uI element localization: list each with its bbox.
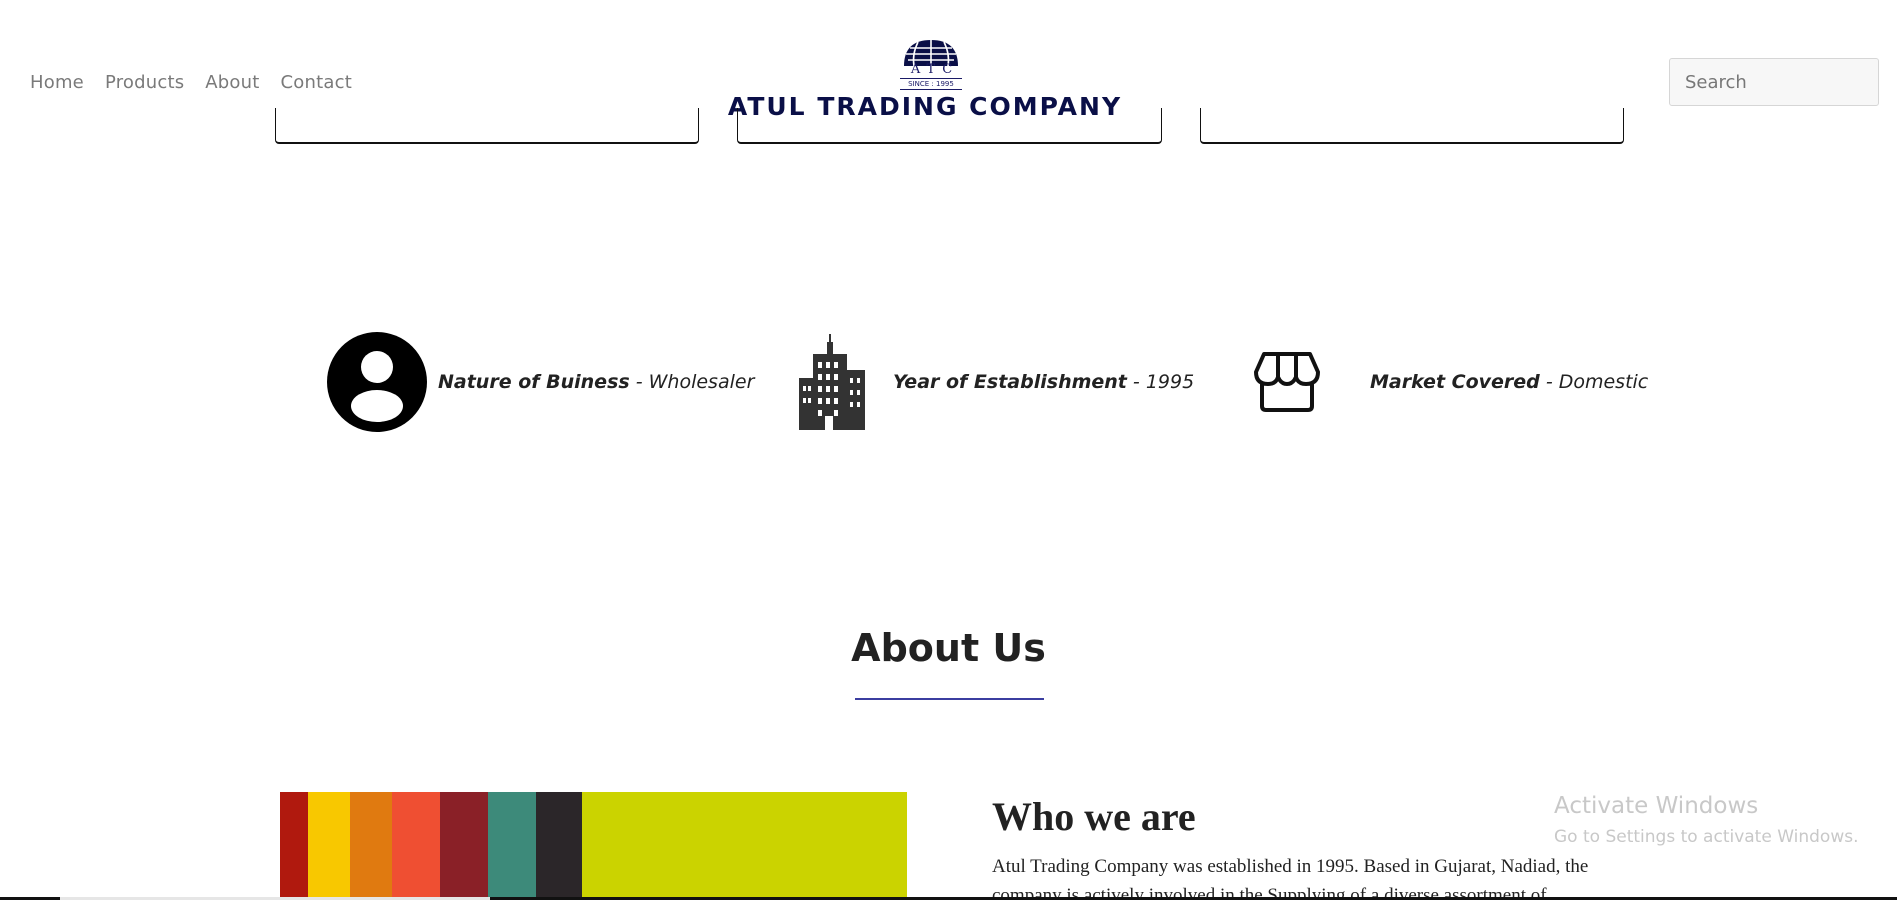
feature-value: Domestic — [1558, 371, 1649, 393]
store-icon — [1254, 352, 1320, 412]
about-us-heading: About Us — [851, 626, 1046, 670]
colored-paper-stripes-image — [280, 792, 907, 900]
who-we-are-heading: Who we are — [992, 794, 1196, 839]
site-header: Home Products About Contact ATC SINCE : … — [0, 0, 1897, 140]
feature-label: Market Covered — [1370, 371, 1540, 393]
feature-year-of-establishment: Year of Establishment - 1995 — [797, 330, 1194, 434]
nav-home-link[interactable]: Home — [30, 72, 84, 93]
product-card[interactable] — [737, 108, 1162, 144]
feature-value: 1995 — [1145, 371, 1195, 393]
feature-separator: - — [1126, 371, 1146, 393]
person-circle-icon — [327, 332, 427, 432]
feature-label: Year of Establishment — [893, 371, 1127, 393]
feature-text: Market Covered - Domestic — [1370, 371, 1648, 393]
logo-initials: ATC — [910, 62, 960, 77]
company-logo[interactable]: ATC SINCE : 1995 ATUL TRADING COMPANY — [704, 36, 1146, 121]
main-nav: Home Products About Contact — [30, 72, 373, 93]
color-stripe — [488, 792, 536, 900]
feature-text: Year of Establishment - 1995 — [893, 371, 1194, 393]
feature-market-covered: Market Covered - Domestic — [1252, 330, 1648, 434]
logo-company-name: ATUL TRADING COMPANY — [727, 92, 1123, 121]
nav-products-link[interactable]: Products — [104, 72, 185, 93]
color-stripe — [350, 792, 392, 900]
feature-value: Wholesaler — [648, 371, 755, 393]
color-stripe — [536, 792, 582, 900]
color-stripe — [392, 792, 440, 900]
product-card[interactable] — [275, 108, 699, 144]
feature-nature-of-business: Nature of Buiness - Wholesaler — [326, 330, 754, 434]
taskbar-edge — [0, 897, 1897, 900]
activate-windows-subtitle: Go to Settings to activate Windows. — [1554, 827, 1859, 847]
search-input[interactable] — [1669, 58, 1879, 106]
feature-separator: - — [629, 371, 649, 393]
taskbar-segment — [60, 897, 490, 900]
logo-divider — [900, 78, 962, 79]
color-stripe — [440, 792, 488, 900]
feature-separator: - — [1539, 371, 1559, 393]
color-stripe — [308, 792, 350, 900]
nav-about-link[interactable]: About — [205, 72, 260, 93]
color-stripe — [280, 792, 308, 900]
heading-underline — [855, 698, 1044, 700]
feature-text: Nature of Buiness - Wholesaler — [438, 371, 754, 393]
logo-divider — [900, 89, 962, 90]
building-icon — [799, 334, 865, 430]
activate-windows-title: Activate Windows — [1554, 793, 1759, 819]
globe-icon — [904, 40, 958, 67]
color-stripe — [582, 792, 907, 900]
product-card[interactable] — [1200, 108, 1624, 144]
feature-label: Nature of Buiness — [438, 371, 630, 393]
logo-since: SINCE : 1995 — [908, 80, 954, 88]
who-we-are-text: Atul Trading Company was established in … — [992, 856, 1589, 900]
nav-contact-link[interactable]: Contact — [280, 72, 352, 93]
